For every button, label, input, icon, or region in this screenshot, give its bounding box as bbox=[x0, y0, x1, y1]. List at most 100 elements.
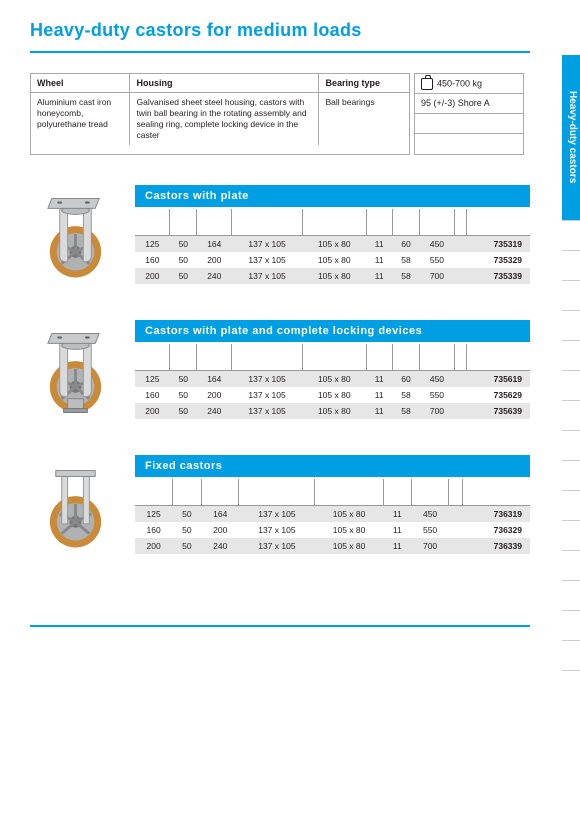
table-header bbox=[239, 479, 315, 505]
table-header bbox=[392, 344, 419, 370]
info-empty-1 bbox=[415, 114, 523, 134]
table-cell: 164 bbox=[197, 235, 232, 252]
table-cell: 60 bbox=[392, 370, 419, 387]
product-image bbox=[30, 185, 120, 295]
table-header bbox=[303, 209, 367, 235]
data-table: 12550164137 x 105105 x 80114507363191605… bbox=[135, 479, 530, 554]
table-cell bbox=[454, 268, 467, 284]
table-cell: 60 bbox=[392, 235, 419, 252]
info-box: 450-700 kg 95 (+/-3) Shore A bbox=[414, 73, 524, 155]
table-header bbox=[197, 344, 232, 370]
table-header bbox=[366, 344, 392, 370]
table-cell: 200 bbox=[202, 522, 239, 538]
table-cell: 700 bbox=[411, 538, 448, 554]
table-cell bbox=[454, 403, 467, 419]
table-cell: 105 x 80 bbox=[303, 370, 367, 387]
weight-icon bbox=[421, 78, 433, 90]
table-cell: 240 bbox=[202, 538, 239, 554]
spec-table: Wheel Housing Bearing type Aluminium cas… bbox=[30, 73, 410, 155]
table-cell: 58 bbox=[392, 268, 419, 284]
table-cell: 105 x 80 bbox=[315, 522, 383, 538]
table-cell bbox=[454, 252, 467, 268]
data-table: 12550164137 x 105105 x 80116045073531916… bbox=[135, 209, 530, 284]
table-cell: 164 bbox=[197, 370, 232, 387]
table-cell: 137 x 105 bbox=[232, 252, 303, 268]
table-cell: 200 bbox=[135, 538, 172, 554]
table-header bbox=[392, 209, 419, 235]
table-cell: 160 bbox=[135, 252, 170, 268]
table-cell: 137 x 105 bbox=[239, 538, 315, 554]
table-header bbox=[232, 344, 303, 370]
table-header bbox=[467, 344, 530, 370]
table-header bbox=[449, 479, 462, 505]
table-cell: 105 x 80 bbox=[303, 387, 367, 403]
spec-row: Wheel Housing Bearing type Aluminium cas… bbox=[30, 73, 530, 155]
table-cell: 137 x 105 bbox=[232, 403, 303, 419]
table-cell: 550 bbox=[420, 252, 455, 268]
info-empty-2 bbox=[415, 134, 523, 154]
table-cell: 50 bbox=[172, 522, 201, 538]
table-cell: 11 bbox=[366, 235, 392, 252]
table-cell: 550 bbox=[411, 522, 448, 538]
spec-head-wheel: Wheel bbox=[31, 74, 130, 92]
table-wrap: Castors with plate and complete locking … bbox=[135, 320, 530, 430]
shore-hardness: 95 (+/-3) Shore A bbox=[415, 94, 523, 114]
table-header bbox=[462, 479, 530, 505]
header-rule bbox=[30, 51, 530, 53]
data-table: 12550164137 x 105105 x 80116045073561916… bbox=[135, 344, 530, 419]
table-wrap: Castors with plate12550164137 x 105105 x… bbox=[135, 185, 530, 295]
table-cell: 736339 bbox=[462, 538, 530, 554]
table-cell: 50 bbox=[172, 538, 201, 554]
table-header bbox=[454, 344, 467, 370]
table-cell: 736319 bbox=[462, 505, 530, 522]
table-cell: 137 x 105 bbox=[232, 268, 303, 284]
table-cell: 700 bbox=[420, 268, 455, 284]
table-cell: 240 bbox=[197, 268, 232, 284]
spec-head-housing: Housing bbox=[130, 74, 319, 92]
table-cell: 50 bbox=[170, 268, 197, 284]
table-cell bbox=[454, 387, 467, 403]
table-header bbox=[170, 344, 197, 370]
table-cell: 160 bbox=[135, 387, 170, 403]
table-header bbox=[454, 209, 467, 235]
table-cell: 11 bbox=[383, 505, 411, 522]
table-cell: 450 bbox=[411, 505, 448, 522]
side-index-marks bbox=[562, 220, 580, 700]
table-cell: 105 x 80 bbox=[315, 505, 383, 522]
table-cell: 735619 bbox=[467, 370, 530, 387]
spec-housing: Galvanised sheet steel housing, castors … bbox=[130, 93, 319, 145]
table-cell: 200 bbox=[197, 387, 232, 403]
table-row: 16050200137 x 105105 x 801158550735329 bbox=[135, 252, 530, 268]
section-title: Fixed castors bbox=[135, 455, 530, 477]
product-image bbox=[30, 455, 120, 565]
table-header bbox=[202, 479, 239, 505]
table-cell: 200 bbox=[135, 268, 170, 284]
table-cell: 735639 bbox=[467, 403, 530, 419]
product-image bbox=[30, 320, 120, 430]
table-header bbox=[411, 479, 448, 505]
table-cell: 160 bbox=[135, 522, 172, 538]
table-header bbox=[135, 479, 172, 505]
table-header bbox=[232, 209, 303, 235]
table-cell: 11 bbox=[366, 387, 392, 403]
table-row: 12550164137 x 105105 x 801160450735319 bbox=[135, 235, 530, 252]
table-cell: 50 bbox=[172, 505, 201, 522]
table-row: 16050200137 x 105105 x 8011550736329 bbox=[135, 522, 530, 538]
table-cell: 50 bbox=[170, 252, 197, 268]
table-row: 12550164137 x 105105 x 8011450736319 bbox=[135, 505, 530, 522]
table-row: 20050240137 x 105105 x 801158700735639 bbox=[135, 403, 530, 419]
section-title: Castors with plate bbox=[135, 185, 530, 207]
table-cell: 58 bbox=[392, 387, 419, 403]
table-cell: 11 bbox=[366, 268, 392, 284]
table-cell: 11 bbox=[383, 538, 411, 554]
table-cell: 105 x 80 bbox=[303, 235, 367, 252]
table-cell: 137 x 105 bbox=[232, 235, 303, 252]
table-cell bbox=[449, 522, 462, 538]
table-row: 12550164137 x 105105 x 801160450735619 bbox=[135, 370, 530, 387]
section: Fixed castors12550164137 x 105105 x 8011… bbox=[30, 455, 530, 565]
table-cell bbox=[454, 235, 467, 252]
table-cell: 735629 bbox=[467, 387, 530, 403]
table-header bbox=[467, 209, 530, 235]
table-cell: 736329 bbox=[462, 522, 530, 538]
table-header bbox=[172, 479, 201, 505]
